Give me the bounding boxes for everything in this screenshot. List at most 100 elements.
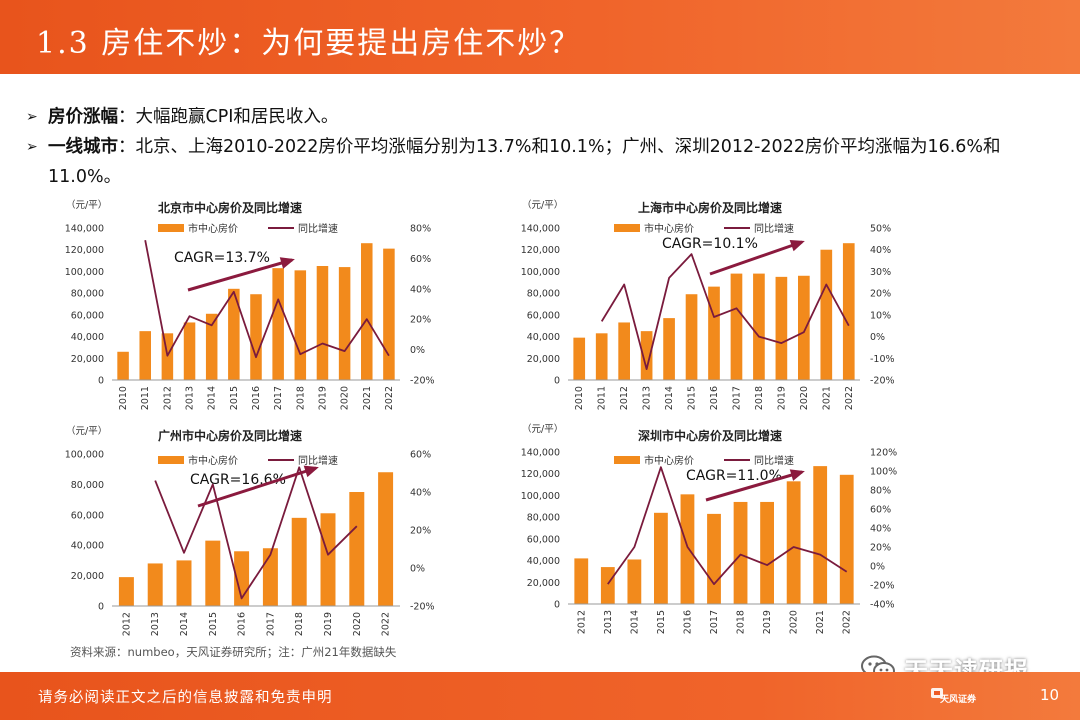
left-tick-label: 20,000 [527,578,560,589]
bullet-item-price-growth: ➢ 房价涨幅：大幅跑赢CPI和居民收入。 [26,102,1066,132]
bar [139,331,151,380]
right-tick-label: 60% [410,254,431,265]
bullet-label: 一线城市 [48,137,118,157]
x-tick-label: 2017 [709,610,720,634]
left-tick-label: 0 [554,600,560,611]
bar [654,512,668,604]
footer-disclaimer: 请务必阅读正文之后的信息披露和免责申明 [38,690,333,706]
right-tick-label: 40% [870,245,891,256]
x-tick-label: 2018 [295,386,306,410]
left-tick-label: 40,000 [527,556,560,567]
legend-line-label: 同比增速 [754,454,794,467]
x-tick-label: 2021 [815,610,826,634]
left-tick-label: 100,000 [521,491,560,502]
bar [378,472,394,606]
left-tick-label: 80,000 [527,513,560,524]
right-tick-label: 30% [870,267,891,278]
right-tick-label: 20% [410,526,431,537]
bar [708,286,720,380]
left-tick-label: 40,000 [71,541,104,552]
left-tick-label: 0 [98,376,104,387]
growth-line [154,466,358,600]
legend-bar-label: 市中心房价 [644,222,694,235]
left-tick-label: 100,000 [521,267,560,278]
x-tick-label: 2020 [340,386,351,410]
x-tick-label: 2013 [185,386,196,410]
x-tick-label: 2014 [207,386,218,410]
x-tick-label: 2020 [799,386,810,410]
left-tick-label: 0 [98,602,104,613]
x-tick-label: 2013 [603,610,614,634]
bar [338,267,351,380]
bar [627,559,642,604]
right-tick-label: 100% [870,467,897,478]
bar [294,270,307,380]
right-tick-label: 50% [870,224,891,235]
x-tick-label: 2014 [664,386,675,410]
growth-line [600,253,850,371]
bar [147,563,163,606]
legend-bar-label: 市中心房价 [188,222,238,235]
cagr-arrow-head [789,469,805,481]
left-tick-label: 140,000 [521,224,560,235]
brand-logo-icon [931,688,943,698]
bar [775,276,788,380]
bullet-item-tier1-cities: ➢ 一线城市：北京、上海2010-2022房价平均涨幅分别为13.7%和10.1… [26,132,1066,192]
brand-name: 天风证券 [940,695,977,705]
legend-bar-swatch [158,456,184,464]
legend-bar-swatch [614,224,640,232]
cagr-label: CAGR=11.0% [686,468,782,484]
legend-bar-label: 市中心房价 [188,454,238,467]
x-tick-label: 2022 [842,610,853,634]
unit-label: （元/平） [66,199,107,211]
left-tick-label: 80,000 [71,480,104,491]
left-tick-label: 80,000 [71,289,104,300]
cagr-arrow-shaft [709,240,803,276]
bar [183,322,196,380]
right-tick-label: -10% [870,354,895,365]
bar [574,558,589,604]
x-tick-label: 2012 [619,386,630,410]
bar [205,313,218,380]
left-tick-label: 140,000 [65,224,104,235]
x-tick-label: 2018 [754,386,765,410]
bar [842,243,855,380]
x-tick-label: 2022 [381,612,392,636]
legend-line-label: 同比增速 [298,222,338,235]
x-tick-label: 2016 [237,612,248,636]
bar [250,294,262,380]
source-note: 资料来源：numbeo，天风证券研究所；注：广州21年数据缺失 [70,645,397,659]
bar [595,333,608,380]
right-tick-label: 120% [870,448,897,459]
bar [707,513,721,604]
right-tick-label: 0% [410,345,425,356]
left-tick-label: 20,000 [527,354,560,365]
bar [680,494,695,604]
right-tick-label: 0% [870,562,885,573]
x-tick-label: 2011 [597,386,608,410]
bullet-text: ：大幅跑赢CPI和居民收入。 [118,107,339,127]
bar [685,294,698,380]
x-tick-label: 2010 [118,386,129,410]
x-tick-label: 2018 [736,610,747,634]
unit-label: （元/平） [522,199,563,211]
right-tick-label: 40% [410,488,431,499]
chart-title: 北京市中心房价及同比增速 [158,200,302,215]
right-tick-label: -20% [410,376,435,387]
left-tick-label: 60,000 [527,310,560,321]
bar [813,466,828,604]
left-tick-label: 40,000 [527,332,560,343]
bar [262,548,278,606]
cagr-label: CAGR=10.1% [662,236,758,252]
right-tick-label: -20% [870,376,895,387]
cagr-arrow-head [789,239,805,252]
left-tick-label: 60,000 [71,310,104,321]
bar [316,266,329,380]
right-tick-label: 20% [410,315,431,326]
cagr-arrow-shaft [197,466,317,508]
bar [733,501,748,604]
right-tick-label: 80% [410,224,431,235]
bullet-text: ：北京、上海2010-2022房价平均涨幅分别为13.7%和10.1%；广州、深… [48,137,1001,187]
left-tick-label: 120,000 [521,245,560,256]
cagr-arrow-head [303,465,319,478]
